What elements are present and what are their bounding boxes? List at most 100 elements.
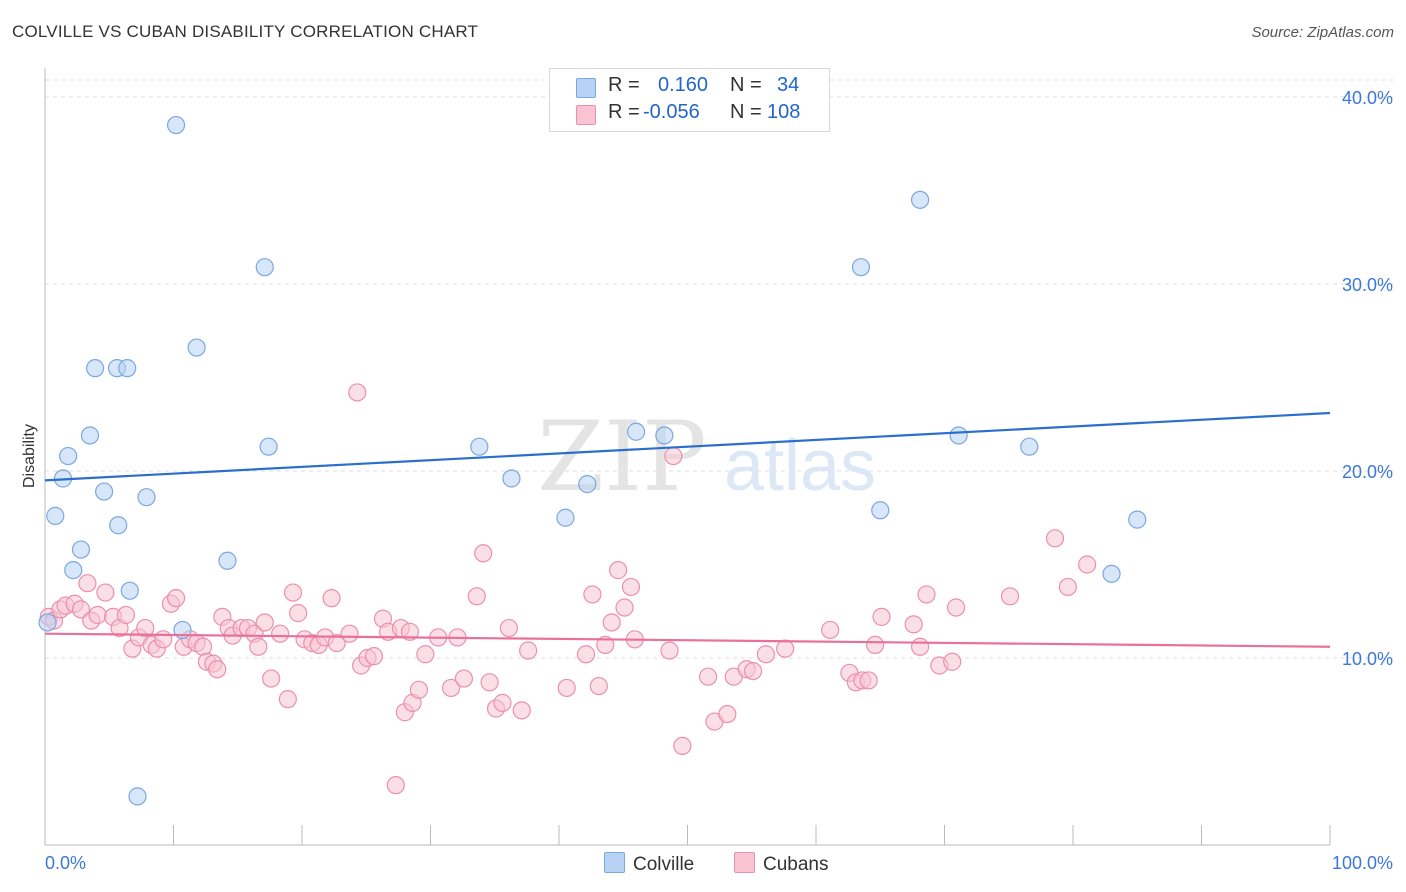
cubans-point	[364, 647, 384, 666]
colville-point	[910, 190, 930, 209]
trend-lines	[44, 411, 1331, 648]
cubans-point	[756, 645, 775, 664]
colville-point	[118, 359, 137, 378]
cubans-swatch	[576, 105, 596, 125]
colville-point	[851, 258, 871, 277]
cubans-point	[557, 678, 576, 698]
colville-point	[95, 482, 114, 501]
cubans-point	[519, 641, 538, 660]
cubans-point	[743, 661, 763, 681]
cubans-point	[327, 633, 346, 653]
colville-point	[470, 437, 489, 456]
watermark: ZIP atlas	[537, 401, 876, 513]
cubans-point	[71, 600, 91, 619]
legend-n-value: 108	[767, 101, 801, 123]
colville-point	[86, 359, 105, 378]
colville-point	[80, 426, 100, 445]
cubans-point	[474, 544, 493, 563]
colville-point	[1128, 510, 1147, 529]
y-tick-label: 40.0%	[1342, 88, 1393, 108]
colville-point	[949, 426, 968, 445]
legend-r-value: 0.160	[658, 74, 709, 96]
cubans-point	[596, 635, 615, 655]
cubans-point	[609, 561, 628, 580]
bottom-legend-cubans: Cubans	[734, 852, 829, 876]
colville-point	[128, 787, 147, 806]
cubans-point	[208, 660, 227, 679]
axis-labels: 10.0% 20.0% 30.0% 40.0% 0.0% 100.0% Disability	[21, 88, 1393, 873]
colville-point	[71, 540, 91, 559]
colville-point	[655, 426, 674, 445]
colville-label: Colville	[633, 854, 695, 875]
cubans-point	[409, 680, 429, 699]
axes	[44, 68, 1331, 846]
cubans-point	[602, 613, 621, 632]
cubans-point	[859, 671, 878, 690]
gridlines	[45, 79, 1393, 659]
cubans-point	[386, 776, 405, 795]
colville-point	[120, 581, 139, 600]
cubans-swatch	[734, 852, 755, 873]
source-label: Source: ZipAtlas.com	[1251, 24, 1394, 41]
legend-row-colville: R = 0.160 N = 34	[550, 74, 829, 100]
cubans-point	[512, 701, 531, 720]
cubans-trend-line	[44, 632, 1331, 648]
colville-point	[166, 115, 186, 135]
cubans-point	[348, 383, 367, 402]
cubans-point	[660, 641, 679, 660]
cubans-point	[88, 605, 107, 625]
colville-point	[137, 488, 156, 507]
colville-point	[59, 446, 78, 466]
cubans-point	[96, 583, 115, 602]
legend-r-label: R =	[608, 101, 640, 123]
cubans-point	[480, 673, 499, 692]
x-tick-label: 0.0%	[45, 853, 86, 873]
cubans-point	[340, 624, 359, 643]
cubans-point	[943, 652, 962, 671]
y-tick-label: 10.0%	[1342, 649, 1393, 669]
cubans-point	[910, 637, 930, 656]
cubans-point	[1078, 555, 1097, 574]
cubans-point	[262, 669, 281, 688]
y-tick-label: 30.0%	[1342, 275, 1393, 295]
cubans-point	[249, 637, 268, 656]
y-tick-label: 20.0%	[1342, 462, 1393, 482]
cubans-point	[278, 690, 297, 709]
cubans-point	[416, 645, 435, 664]
cubans-point	[917, 585, 936, 604]
cubans-point	[493, 693, 512, 712]
cubans-point	[271, 624, 290, 643]
legend-r-label: R =	[608, 74, 640, 96]
cubans-point	[1045, 529, 1065, 548]
cubans-point	[904, 615, 923, 634]
cubans-point	[673, 736, 692, 755]
cubans-point	[621, 577, 641, 597]
cubans-point	[718, 704, 737, 724]
legend-n-label: N =	[730, 101, 762, 123]
colville-point	[626, 422, 646, 441]
legend-n-value: 34	[777, 74, 800, 96]
cubans-point	[154, 630, 173, 649]
colville-point	[556, 508, 575, 527]
colville-point	[502, 469, 521, 488]
colville-trend-line	[44, 411, 1331, 482]
cubans-point	[255, 613, 274, 632]
cubans-point	[116, 605, 136, 625]
legend-row-cubans: R = -0.056 N = 108	[550, 101, 829, 127]
cubans-label: Cubans	[763, 854, 829, 875]
legend-r-value: -0.056	[643, 101, 700, 123]
colville-point	[187, 338, 206, 357]
cubans-points	[39, 383, 1097, 795]
cubans-point	[289, 604, 308, 623]
cubans-point	[821, 620, 840, 640]
cubans-point	[283, 583, 303, 602]
colville-point	[255, 258, 274, 277]
cubans-point	[946, 598, 966, 617]
cubans-point	[776, 639, 795, 658]
cubans-point	[193, 637, 213, 656]
cubans-point	[698, 667, 718, 686]
cubans-point	[872, 607, 891, 626]
cubans-point	[576, 645, 596, 664]
cubans-point	[322, 589, 341, 608]
